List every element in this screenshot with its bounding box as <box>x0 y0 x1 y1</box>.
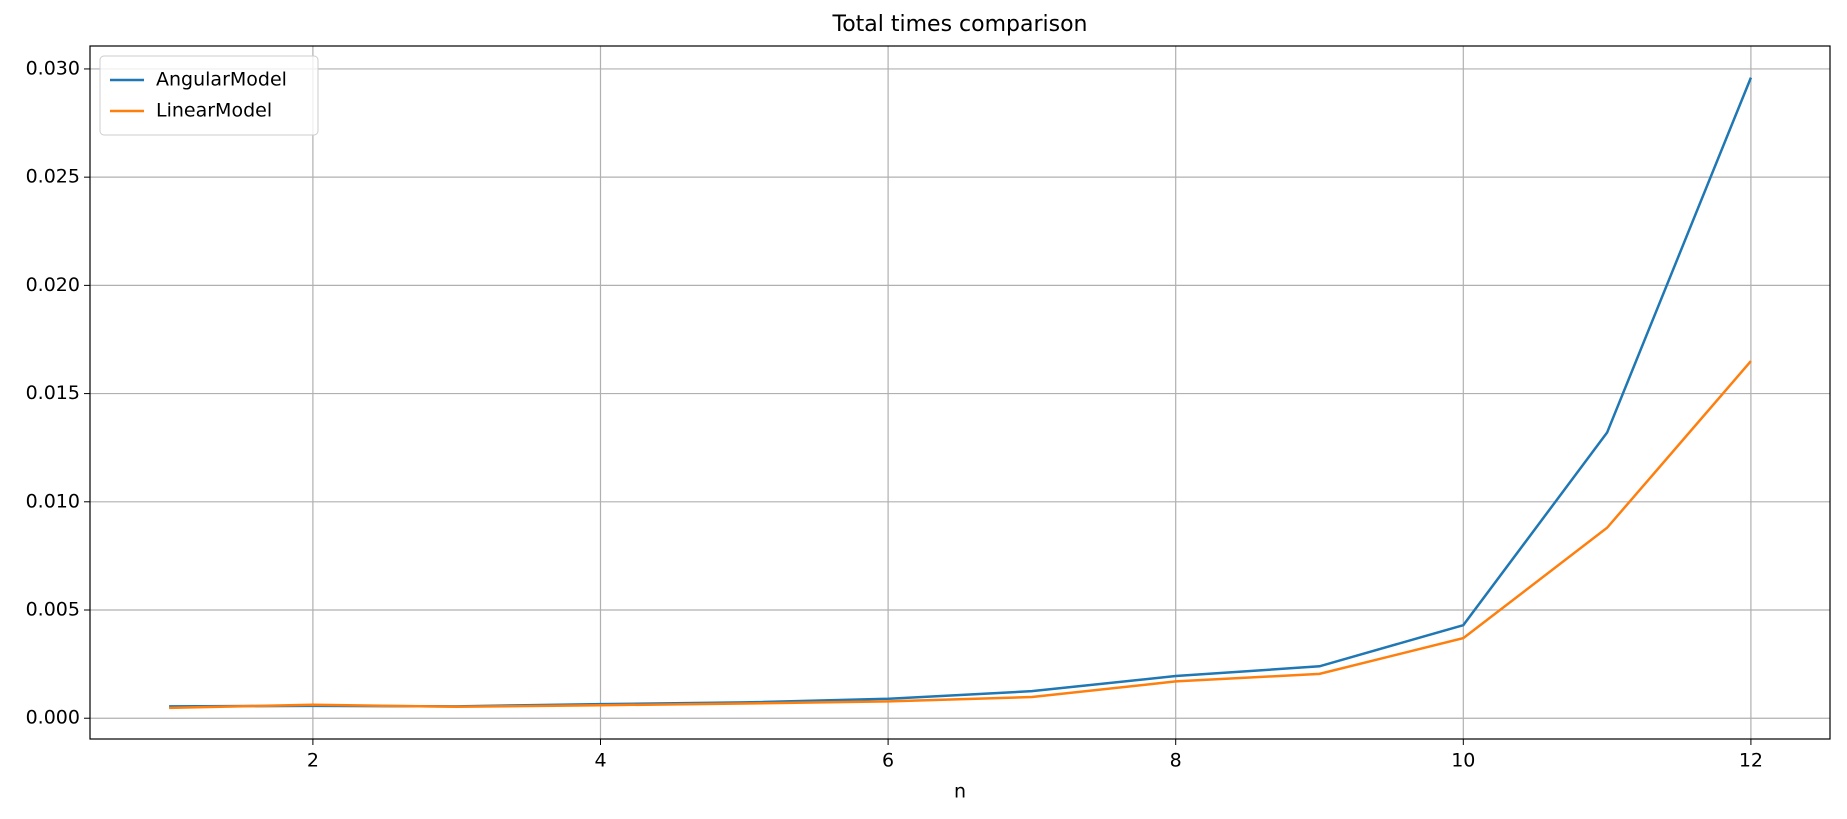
plot-frame <box>89 45 1831 740</box>
x-tick-label: 4 <box>594 750 606 772</box>
legend-label: AngularModel <box>156 69 287 91</box>
x-tick-label: 2 <box>307 750 319 772</box>
y-tick-label: 0.020 <box>26 274 80 296</box>
y-tick-label: 0.015 <box>26 382 80 404</box>
x-tick-label: 10 <box>1451 750 1475 772</box>
y-tick-label: 0.000 <box>26 707 80 729</box>
data-line <box>169 77 1753 708</box>
x-tick-label: 12 <box>1739 750 1763 772</box>
chart-title: Total times comparison <box>832 12 1088 37</box>
y-tick-label: 0.005 <box>26 599 80 621</box>
x-axis-label: n <box>954 781 966 803</box>
data-line <box>169 360 1752 710</box>
y-tick-label: 0.010 <box>26 490 80 512</box>
x-tick-label: 6 <box>882 750 894 772</box>
y-tick-label: 0.030 <box>26 57 80 79</box>
y-tick-label: 0.025 <box>26 166 80 188</box>
x-tick-label: 8 <box>1170 750 1182 772</box>
legend-box <box>99 55 319 136</box>
legend-label: LinearModel <box>156 100 272 122</box>
